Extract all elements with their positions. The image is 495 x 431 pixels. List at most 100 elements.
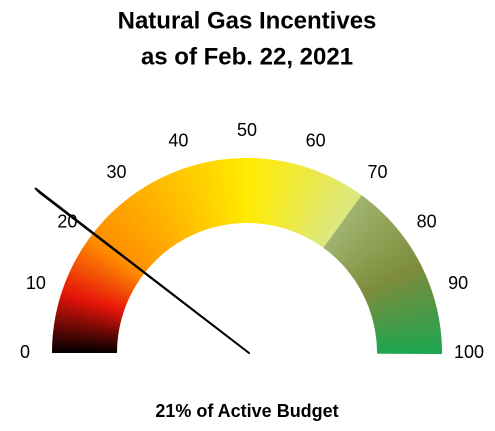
arc-slice	[297, 173, 328, 235]
tick-label: 50	[237, 120, 257, 140]
arc-slice	[167, 173, 197, 235]
arc-slice	[99, 221, 151, 268]
arc-slice	[376, 332, 442, 343]
arc-slice	[83, 243, 140, 283]
arc-slice	[315, 187, 355, 245]
arc-slice	[312, 184, 349, 242]
arc-slice	[369, 289, 433, 314]
arc-slice	[76, 254, 135, 290]
arc-slice	[337, 212, 386, 262]
arc-slice	[60, 291, 124, 315]
arc-slice	[332, 205, 379, 257]
arc-slice	[152, 180, 187, 240]
arc-slice	[89, 234, 144, 277]
arc-slice	[313, 185, 352, 244]
arc-slice	[369, 286, 432, 312]
arc-slice	[59, 295, 123, 318]
arc-slice	[183, 167, 208, 231]
arc-slice	[291, 169, 318, 232]
arc-slice	[226, 158, 237, 224]
arc-slice	[375, 325, 441, 338]
arc-slice	[333, 208, 381, 259]
arc-slice	[306, 179, 340, 239]
arc-slice	[95, 226, 148, 272]
arc-slice	[353, 241, 410, 281]
arc-slice	[81, 245, 139, 285]
arc-slice	[376, 349, 442, 355]
arc-slice	[121, 200, 166, 254]
arc-slice	[360, 258, 420, 293]
arc-slice	[359, 255, 419, 291]
arc-slice	[367, 279, 430, 308]
tick-label: 30	[106, 162, 126, 182]
tick-label: 10	[26, 273, 46, 293]
arc-slice	[325, 197, 368, 251]
arc-slice	[64, 279, 127, 307]
arc-slice	[375, 319, 440, 334]
arc-slice	[196, 163, 217, 228]
arc-slice	[323, 195, 366, 250]
arc-slice	[97, 224, 150, 270]
arc-slice	[354, 243, 412, 283]
arc-slice	[126, 196, 170, 251]
arc-slice	[376, 336, 442, 345]
arc-slice	[111, 209, 159, 260]
arc-slice	[87, 237, 143, 279]
arc-slice	[146, 183, 183, 242]
arc-slice	[308, 180, 343, 240]
arc-slice	[303, 177, 337, 238]
arc-slice	[132, 192, 173, 248]
arc-slice	[295, 172, 325, 234]
arc-slice	[363, 267, 425, 299]
chart-title: as of Feb. 22, 2021	[141, 43, 353, 70]
arc-slice	[149, 181, 185, 241]
tick-label: 70	[367, 162, 387, 182]
arc-slice	[317, 189, 357, 246]
arc-slice	[74, 257, 134, 292]
arc-slice	[135, 190, 175, 247]
arc-slice	[109, 212, 158, 262]
arc-slice	[129, 194, 172, 250]
arc-slice	[356, 246, 413, 285]
arc-slice	[68, 269, 130, 301]
arc-slice	[340, 217, 391, 265]
arc-slice	[219, 159, 232, 225]
arc-slice	[140, 187, 179, 244]
arc-slice	[358, 252, 417, 289]
arc-slice	[73, 260, 133, 294]
arc-slice	[371, 299, 436, 321]
arc-slice	[289, 168, 315, 232]
arc-slice	[161, 175, 193, 237]
arc-slice	[372, 302, 437, 323]
arc-slice	[193, 164, 215, 229]
arc-slice	[71, 263, 132, 297]
arc-slice	[104, 216, 154, 265]
arc-slice	[301, 176, 334, 237]
arc-slice	[243, 158, 249, 224]
tick-label: 0	[20, 342, 30, 362]
chart-title: Natural Gas Incentives	[118, 7, 377, 34]
arc-slice	[328, 201, 374, 254]
arc-slice	[299, 174, 331, 236]
arc-slice	[102, 219, 153, 267]
tick-label: 90	[448, 273, 468, 293]
arc-slice	[376, 329, 442, 341]
arc-slice	[321, 193, 363, 249]
arc-slice	[371, 295, 435, 318]
arc-slice	[67, 272, 129, 303]
gauge-arc	[52, 158, 442, 355]
arc-slice	[362, 264, 423, 297]
arc-slice	[361, 261, 422, 295]
arc-slice	[213, 160, 228, 225]
arc-slice	[79, 248, 138, 287]
arc-slice	[285, 166, 309, 230]
arc-slice	[376, 339, 442, 347]
arc-slice	[233, 158, 241, 224]
arc-slice	[143, 185, 181, 243]
arc-slice	[223, 158, 235, 224]
arc-slice	[85, 240, 141, 281]
arc-slice	[177, 169, 204, 232]
arc-slice	[155, 178, 189, 239]
